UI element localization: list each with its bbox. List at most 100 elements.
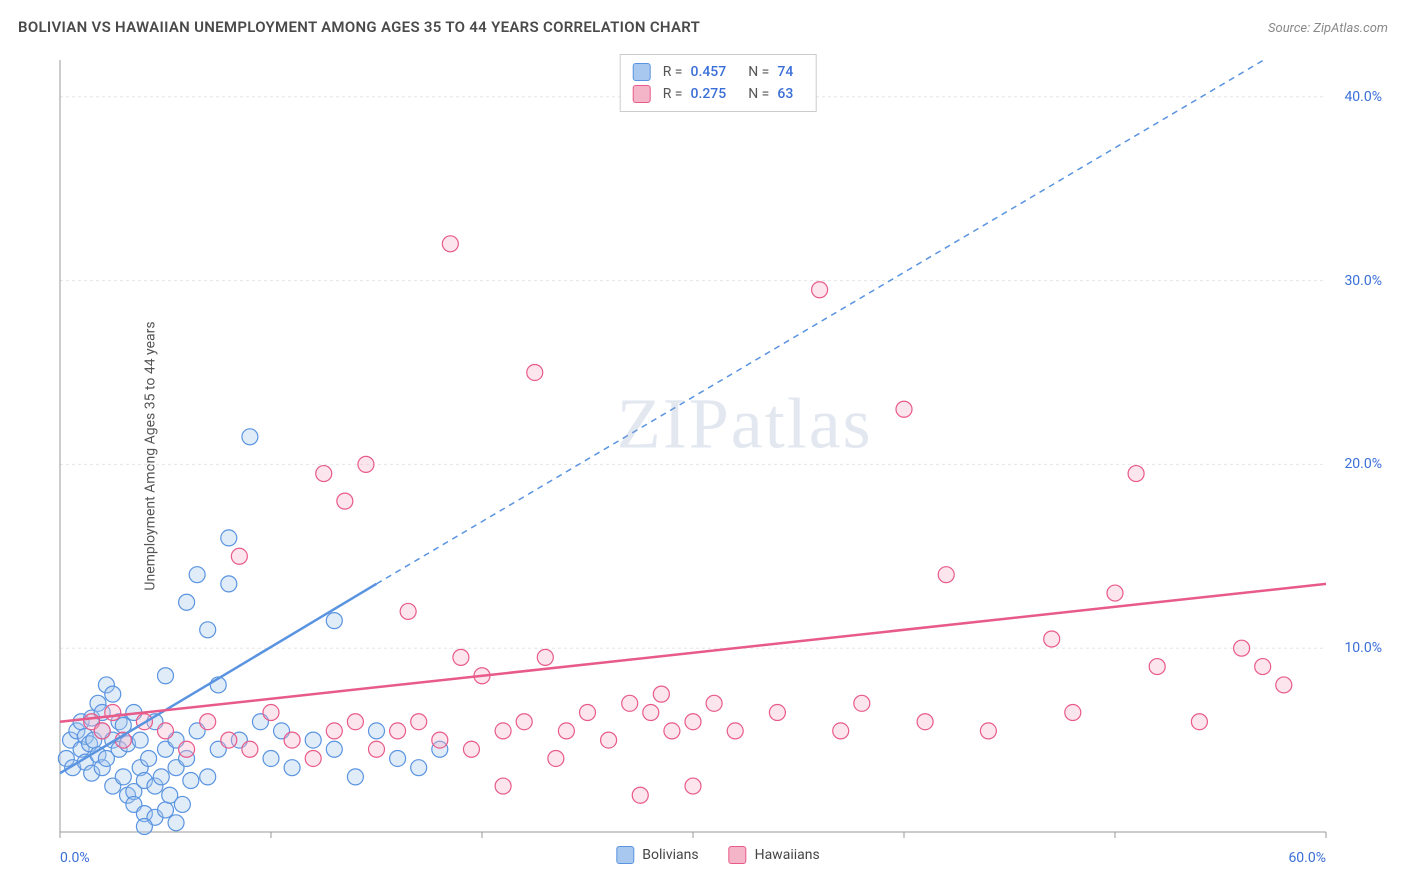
legend-swatch bbox=[633, 85, 651, 103]
data-point bbox=[854, 695, 870, 711]
data-point bbox=[1044, 631, 1060, 647]
y-tick-label: 20.0% bbox=[1344, 456, 1382, 472]
y-tick-label: 30.0% bbox=[1344, 273, 1382, 289]
data-point bbox=[495, 723, 511, 739]
data-point bbox=[411, 760, 427, 776]
data-point bbox=[653, 686, 669, 702]
data-point bbox=[601, 732, 617, 748]
data-point bbox=[179, 741, 195, 757]
data-point bbox=[706, 695, 722, 711]
data-point bbox=[896, 401, 912, 417]
data-point bbox=[833, 723, 849, 739]
data-point bbox=[1191, 714, 1207, 730]
data-point bbox=[1255, 659, 1271, 675]
data-point bbox=[1065, 705, 1081, 721]
data-point bbox=[136, 818, 152, 834]
data-point bbox=[263, 705, 279, 721]
data-point bbox=[548, 750, 564, 766]
data-point bbox=[347, 769, 363, 785]
data-point bbox=[174, 796, 190, 812]
data-point bbox=[105, 705, 121, 721]
r-value: 0.275 bbox=[691, 86, 727, 102]
data-point bbox=[1276, 677, 1292, 693]
legend-swatch bbox=[633, 63, 651, 81]
data-point bbox=[153, 769, 169, 785]
data-point bbox=[516, 714, 532, 730]
data-point bbox=[537, 649, 553, 665]
data-point bbox=[643, 705, 659, 721]
n-label: N = bbox=[748, 64, 769, 80]
y-tick-label: 40.0% bbox=[1344, 89, 1382, 105]
data-point bbox=[242, 741, 258, 757]
data-point bbox=[326, 723, 342, 739]
data-point bbox=[558, 723, 574, 739]
data-point bbox=[132, 732, 148, 748]
n-value: 74 bbox=[777, 64, 793, 80]
data-point bbox=[158, 723, 174, 739]
legend-row: R = 0.275 N = 63 bbox=[633, 83, 804, 105]
data-point bbox=[1149, 659, 1165, 675]
trend-line-extrapolated bbox=[377, 60, 1264, 584]
x-tick-label: 60.0% bbox=[1288, 850, 1326, 866]
data-point bbox=[316, 466, 332, 482]
data-point bbox=[115, 769, 131, 785]
data-point bbox=[432, 732, 448, 748]
data-point bbox=[938, 567, 954, 583]
data-point bbox=[347, 714, 363, 730]
n-value: 63 bbox=[777, 86, 793, 102]
r-label: R = bbox=[663, 86, 683, 102]
scatter-plot bbox=[50, 50, 1386, 862]
data-point bbox=[105, 686, 121, 702]
x-tick-label: 0.0% bbox=[60, 850, 90, 866]
data-point bbox=[305, 750, 321, 766]
data-point bbox=[200, 622, 216, 638]
n-label: N = bbox=[748, 86, 769, 102]
data-point bbox=[1107, 585, 1123, 601]
chart-header: BOLIVIAN VS HAWAIIAN UNEMPLOYMENT AMONG … bbox=[18, 18, 1388, 36]
data-point bbox=[179, 594, 195, 610]
legend-item: Bolivians bbox=[616, 846, 698, 864]
data-point bbox=[664, 723, 680, 739]
data-point bbox=[231, 548, 247, 564]
data-point bbox=[727, 723, 743, 739]
r-label: R = bbox=[663, 64, 683, 80]
data-point bbox=[495, 778, 511, 794]
data-point bbox=[917, 714, 933, 730]
data-point bbox=[221, 530, 237, 546]
data-point bbox=[284, 760, 300, 776]
data-point bbox=[980, 723, 996, 739]
legend-item: Hawaiians bbox=[729, 846, 820, 864]
data-point bbox=[158, 802, 174, 818]
legend-label: Bolivians bbox=[642, 847, 698, 863]
legend-swatch bbox=[616, 846, 634, 864]
data-point bbox=[812, 282, 828, 298]
data-point bbox=[189, 567, 205, 583]
data-point bbox=[221, 732, 237, 748]
data-point bbox=[390, 723, 406, 739]
series-legend: Bolivians Hawaiians bbox=[616, 846, 819, 864]
data-point bbox=[411, 714, 427, 730]
data-point bbox=[685, 714, 701, 730]
data-point bbox=[326, 741, 342, 757]
chart-title: BOLIVIAN VS HAWAIIAN UNEMPLOYMENT AMONG … bbox=[18, 18, 700, 36]
data-point bbox=[769, 705, 785, 721]
data-point bbox=[622, 695, 638, 711]
legend-label: Hawaiians bbox=[755, 847, 820, 863]
data-point bbox=[168, 815, 184, 831]
r-value: 0.457 bbox=[691, 64, 727, 80]
data-point bbox=[400, 603, 416, 619]
data-point bbox=[390, 750, 406, 766]
data-point bbox=[580, 705, 596, 721]
correlation-legend: R = 0.457 N = 74 R = 0.275 N = 63 bbox=[620, 54, 817, 112]
trend-line bbox=[60, 584, 1326, 722]
data-point bbox=[453, 649, 469, 665]
legend-row: R = 0.457 N = 74 bbox=[633, 61, 804, 83]
data-point bbox=[284, 732, 300, 748]
data-point bbox=[200, 714, 216, 730]
legend-swatch bbox=[729, 846, 747, 864]
chart-container: Unemployment Among Ages 35 to 44 years Z… bbox=[50, 50, 1386, 862]
data-point bbox=[632, 787, 648, 803]
data-point bbox=[326, 613, 342, 629]
data-point bbox=[200, 769, 216, 785]
data-point bbox=[158, 668, 174, 684]
